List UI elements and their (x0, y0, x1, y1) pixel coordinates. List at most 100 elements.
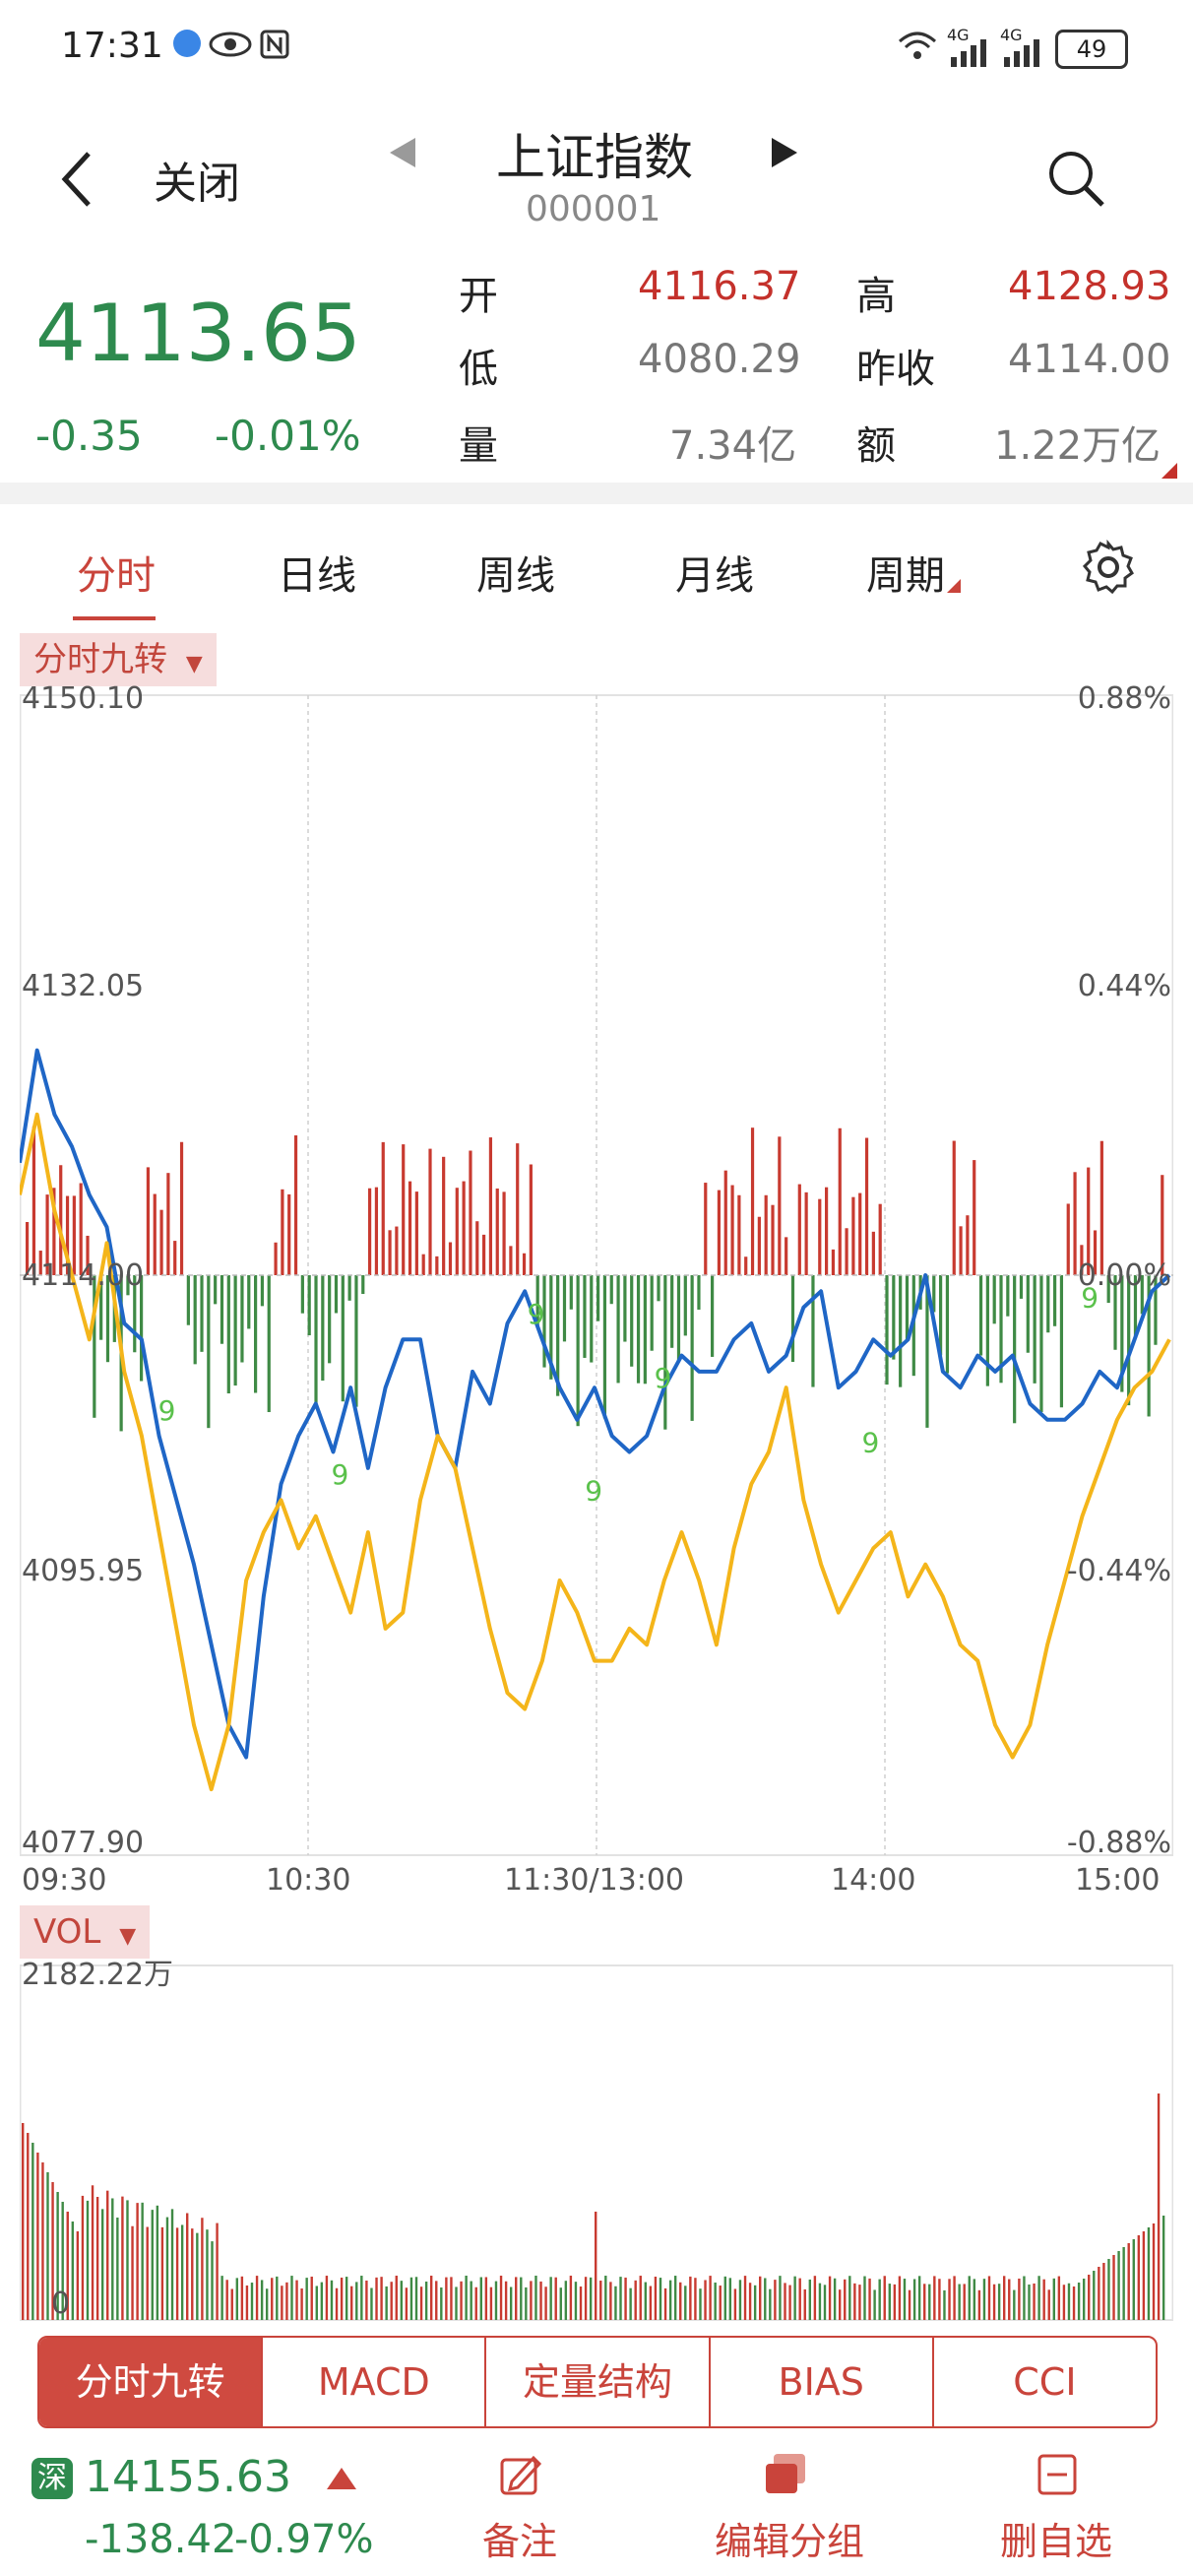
histogram-bar-up (1073, 1172, 1077, 1275)
volume-bar-down (873, 2289, 876, 2320)
volume-bar-down (958, 2284, 961, 2320)
tab-intraday[interactable]: 分时 (77, 553, 156, 599)
indicator-label: 分时九转 (33, 640, 167, 679)
volume-bar-down (385, 2286, 388, 2320)
volume-bar-down (968, 2276, 971, 2320)
histogram-bar-down (1147, 1275, 1151, 1417)
pill-structure[interactable]: 定量结构 (484, 2338, 708, 2426)
pill-nine-turn[interactable]: 分时九转 (39, 2338, 262, 2426)
histogram-bar-up (878, 1203, 882, 1275)
volume-bar-up (689, 2276, 692, 2320)
remove-watchlist-icon[interactable] (1036, 2452, 1079, 2497)
tab-monthly[interactable]: 月线 (675, 553, 754, 599)
volume-bar-up (1127, 2243, 1130, 2320)
histogram-bar-up (59, 1165, 63, 1275)
volume-bar-up (66, 2212, 69, 2320)
volume-bar-up (445, 2277, 448, 2320)
pill-cci[interactable]: CCI (931, 2338, 1156, 2426)
volume-bar-up (868, 2278, 871, 2320)
pill-macd[interactable]: MACD (261, 2338, 484, 2426)
histogram-bar-down (307, 1275, 311, 1336)
histogram-bar-up (45, 1194, 49, 1275)
vol-label: VOL (33, 1912, 101, 1952)
volume-bar-down (997, 2284, 1001, 2320)
indicator-selector[interactable]: 分时九转 ▼ (20, 633, 217, 686)
edit-group-button[interactable]: 编辑分组 (715, 2520, 865, 2563)
volume-bar-up (81, 2195, 85, 2320)
vol-max-label: 2182.22万 (22, 1958, 174, 1992)
volume-bar-down (196, 2232, 199, 2320)
histogram-bar-up (495, 1188, 499, 1275)
volume-bar-down (126, 2200, 129, 2320)
high-value: 4128.93 (1008, 264, 1171, 309)
quote-panel: 4113.65 -0.35 -0.01% 开 4116.37 高 4128.93… (0, 256, 1193, 483)
histogram-bar-up (281, 1189, 284, 1275)
vol-selector[interactable]: VOL ▼ (20, 1905, 151, 1959)
volume-bar-up (595, 2212, 597, 2320)
volume-bar-down (330, 2280, 334, 2320)
tab-period[interactable]: 周期 (866, 553, 945, 599)
search-icon[interactable] (1045, 148, 1106, 209)
nine-turn-marker: 9 (862, 1426, 880, 1458)
volume-bar-up (41, 2162, 44, 2320)
volume-bar-up (1102, 2263, 1105, 2320)
volume-bar-up (295, 2280, 298, 2320)
edit-note-icon[interactable] (498, 2452, 543, 2497)
histogram-bar-up (428, 1148, 432, 1275)
histogram-bar-up (65, 1195, 70, 1275)
open-label: 开 (459, 274, 498, 319)
volume-bar-up (76, 2231, 80, 2320)
volume-bar-up (963, 2284, 966, 2320)
expand-corner-icon[interactable] (1162, 463, 1177, 479)
volume-bar-up (1018, 2278, 1021, 2320)
histogram-bar-up (797, 1184, 801, 1275)
note-button[interactable]: 备注 (482, 2520, 558, 2563)
volume-bar-up (1072, 2286, 1076, 2320)
pill-bias[interactable]: BIAS (708, 2338, 932, 2426)
volume-bar-down (684, 2286, 687, 2320)
histogram-bar-down (1113, 1275, 1117, 1350)
ticker-index-value[interactable]: 14155.63 (85, 2452, 291, 2502)
volume-bar-up (419, 2286, 423, 2320)
volume-bar-up (136, 2203, 139, 2320)
next-stock-icon[interactable] (768, 136, 801, 169)
series-line-index (20, 1048, 1171, 1760)
histogram-bar-down (790, 1275, 795, 1363)
histogram-bar-down (300, 1275, 304, 1314)
histogram-bar-down (226, 1275, 230, 1394)
volume-bar-up (504, 2281, 508, 2320)
volume-bar-up (1098, 2267, 1100, 2320)
chevron-left-icon[interactable] (57, 150, 96, 209)
gear-icon[interactable] (1081, 540, 1136, 595)
histogram-bar-up (717, 1190, 722, 1275)
histogram-bar-down (697, 1275, 701, 1310)
histogram-bar-up (414, 1191, 418, 1275)
volume-chart[interactable] (20, 1956, 1173, 2326)
high-label: 高 (856, 274, 896, 319)
volume-bar-down (479, 2277, 482, 2320)
histogram-bar-down (1106, 1275, 1110, 1304)
volume-bar-down (549, 2277, 552, 2320)
histogram-bar-up (502, 1191, 506, 1275)
tab-daily[interactable]: 日线 (278, 553, 356, 599)
caret-up-icon[interactable] (327, 2468, 356, 2489)
histogram-bar-down (932, 1275, 936, 1313)
histogram-bar-down (1006, 1275, 1010, 1317)
remove-watchlist-button[interactable]: 删自选 (1000, 2520, 1113, 2563)
volume-bar-up (803, 2288, 806, 2320)
prev-stock-icon[interactable] (386, 136, 419, 169)
volume-bar-down (943, 2289, 946, 2320)
volume-bar-up (350, 2286, 353, 2320)
volume-bar-down (100, 2209, 104, 2320)
tab-weekly[interactable]: 周线 (476, 553, 555, 599)
volume-bar-up (450, 2277, 453, 2320)
volume-bar-down (973, 2279, 976, 2320)
volume-bar-up (499, 2276, 503, 2320)
volume-bar-up (798, 2278, 801, 2320)
ticker-change-pct: -0.97% (234, 2517, 374, 2562)
histogram-bar-up (1080, 1245, 1084, 1275)
volume-bar-down (424, 2282, 428, 2320)
group-cards-icon[interactable] (762, 2452, 809, 2497)
intraday-chart[interactable]: 9 9 9 9 9 9 9 (20, 683, 1173, 1906)
close-button[interactable]: 关闭 (154, 159, 240, 209)
